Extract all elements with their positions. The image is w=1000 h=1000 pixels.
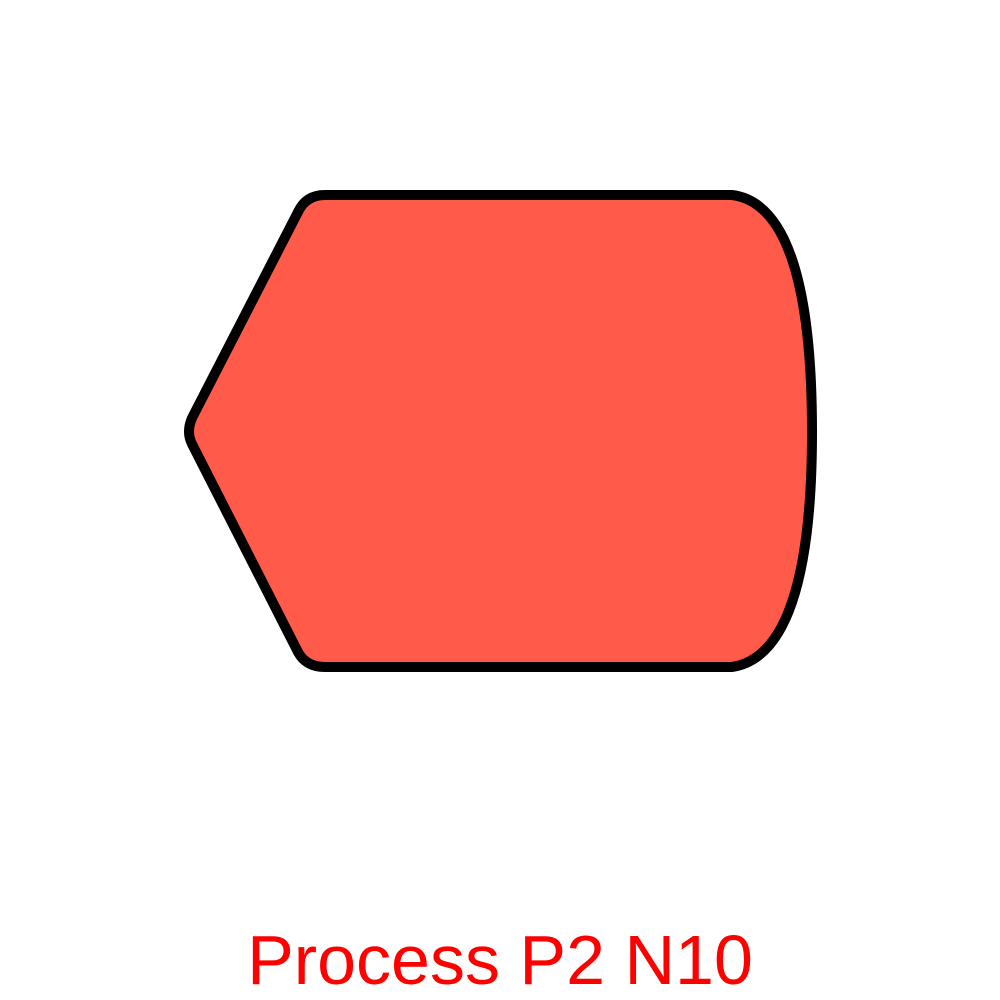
display-shape[interactable] <box>184 190 817 672</box>
shape-caption: Process P2 N10 <box>247 921 753 999</box>
